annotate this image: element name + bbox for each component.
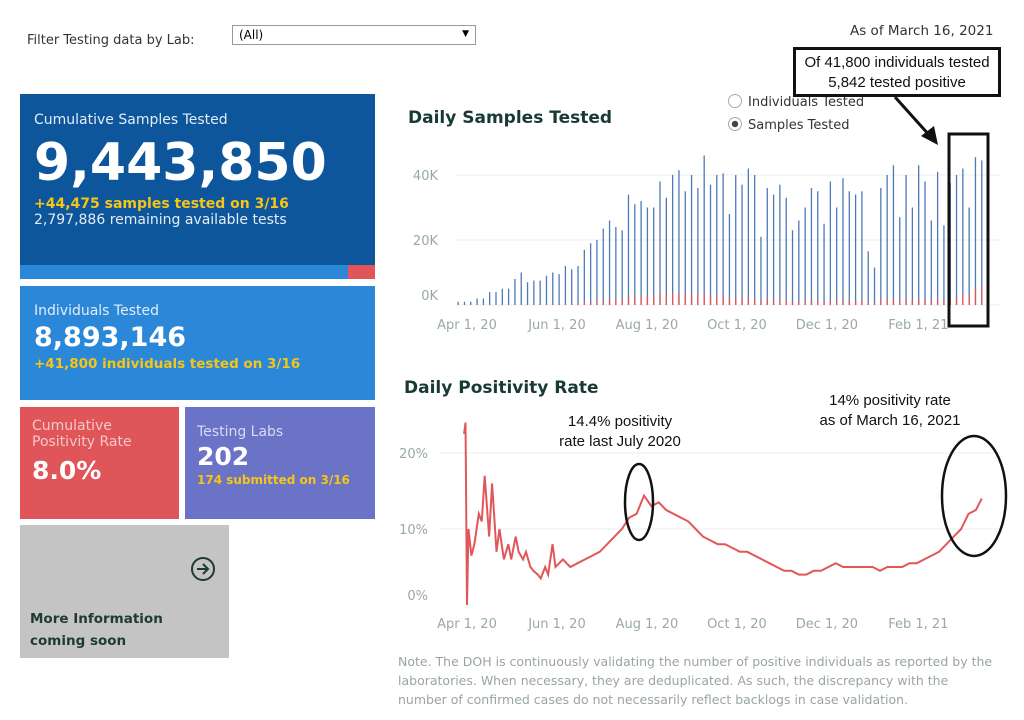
july-circle [623,462,655,542]
card-delta: 174 submitted on 3/16 [197,473,350,487]
card-value: 8.0% [32,456,102,485]
y-tick-label: 0K [421,289,438,304]
card-value: 202 [197,442,250,471]
x-tick-label: Apr 1, 20 [437,617,497,632]
y-tick-label: 20% [399,447,428,462]
y-tick-label: 20K [413,234,439,249]
y-tick-label: 10% [399,523,428,538]
samples-chart-title: Daily Samples Tested [408,108,613,128]
lab-filter-dropdown[interactable]: (All) ▼ [232,25,476,45]
radio-empty-icon [728,94,742,108]
annotation-box: Of 41,800 individuals tested 5,842 teste… [793,47,1001,97]
arrow-right-circle-icon[interactable] [190,556,216,582]
x-tick-label: Jun 1, 20 [527,318,586,333]
x-tick-label: Jun 1, 20 [527,617,586,632]
annotation-line: 14% positivity rate [829,392,951,409]
x-tick-label: Apr 1, 20 [437,318,497,333]
as-of-date: As of March 16, 2021 [850,23,994,39]
annotation-line: Of 41,800 individuals tested [804,54,990,71]
card-value: 8,893,146 [34,322,187,353]
arrow-head-icon [921,126,938,145]
x-tick-label: Oct 1, 20 [707,318,767,333]
card-testing-labs: Testing Labs 202 174 submitted on 3/16 [185,407,375,519]
card-delta: +44,475 samples tested on 3/16 [34,196,289,212]
card-title: Cumulative Samples Tested [34,112,228,128]
card-remaining: 2,797,886 remaining available tests [34,212,287,228]
radio-individuals-tested[interactable]: Individuals Tested [728,91,864,114]
card-title-2: Positivity Rate [32,434,132,450]
card-title: Cumulative [32,418,112,434]
annotation-line: 14.4% positivity [567,413,673,430]
more-info-line2: coming soon [30,633,127,649]
annotation-line: 5,842 tested positive [828,74,966,91]
march-annotation: 14% positivity rate as of March 16, 2021 [800,391,980,431]
dropdown-caret-icon: ▼ [462,29,469,39]
july-annotation: 14.4% positivity rate last July 2020 [540,412,700,452]
annotation-line: rate last July 2020 [559,433,681,450]
x-tick-label: Oct 1, 20 [707,617,767,632]
x-tick-label: Dec 1, 20 [796,617,858,632]
arrow-line [893,95,932,138]
tests-usage-fill [20,265,349,279]
x-tick-label: Feb 1, 21 [888,617,948,632]
card-cumulative-samples: Cumulative Samples Tested 9,443,850 +44,… [20,94,375,265]
chart-mode-radio-group: Individuals Tested Samples Tested [728,91,864,137]
card-positivity-rate: Cumulative Positivity Rate 8.0% [20,407,179,519]
x-tick-label: Aug 1, 20 [616,617,679,632]
footnote: Note. The DOH is continuously validating… [398,654,993,707]
card-individuals-tested: Individuals Tested 8,893,146 +41,800 ind… [20,286,375,400]
annotation-line: as of March 16, 2021 [819,412,961,429]
filter-label: Filter Testing data by Lab: [27,33,195,48]
march-circle [940,434,1008,558]
more-info-card[interactable]: More Information coming soon [20,525,229,658]
x-tick-label: Dec 1, 20 [796,318,858,333]
card-delta: +41,800 individuals tested on 3/16 [34,356,301,372]
positivity-chart-title: Daily Positivity Rate [404,378,599,398]
radio-samples-tested[interactable]: Samples Tested [728,114,864,137]
x-tick-label: Aug 1, 20 [616,318,679,333]
more-info-line1: More Information [30,611,163,627]
positivity-line [463,422,983,606]
radio-label: Samples Tested [748,118,850,133]
highlight-box [947,132,990,328]
x-tick-label: Feb 1, 21 [888,318,948,333]
radio-label: Individuals Tested [748,95,865,110]
tests-usage-bar [20,265,375,279]
y-tick-label: 0% [407,589,428,604]
card-value: 9,443,850 [34,133,327,193]
y-tick-label: 40K [413,169,439,184]
card-title: Individuals Tested [34,303,159,319]
lab-filter-value: (All) [239,28,264,42]
card-title: Testing Labs [197,424,284,440]
radio-selected-icon [728,117,742,131]
